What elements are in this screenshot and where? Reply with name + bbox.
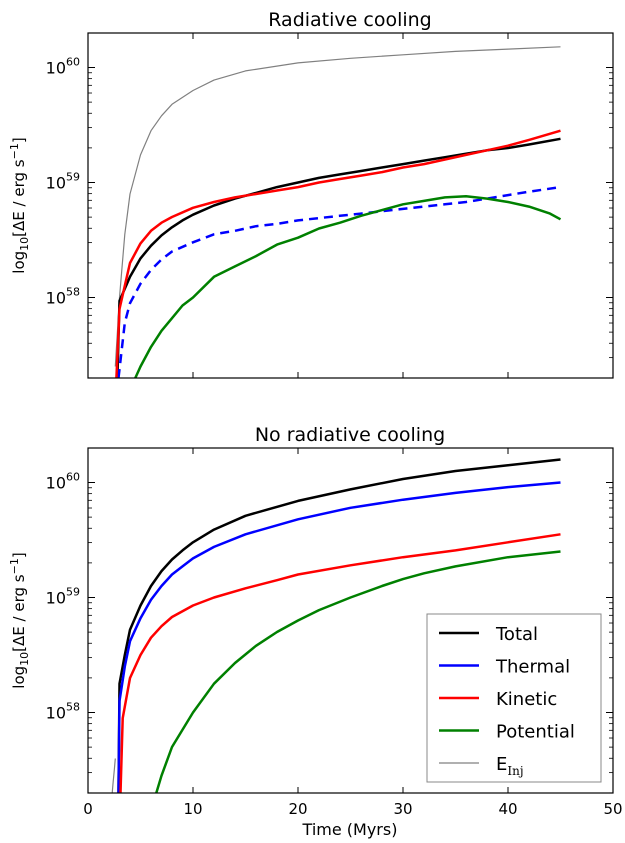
series-line-thermal [117, 481, 561, 793]
x-tick-label: 40 [498, 800, 517, 818]
series-line-einj [111, 758, 116, 793]
bottom-panel-ylabel: log10[ΔE / erg s−1] [8, 552, 31, 688]
legend-label-kinetic: Kinetic [496, 689, 557, 710]
top-panel-frame [87, 32, 614, 379]
series-line-potential [134, 195, 562, 378]
series-line-einj [114, 46, 561, 367]
x-axis-label: Time (Myrs) [302, 820, 398, 839]
y-tick-label: 1059 [46, 171, 80, 193]
y-tick-label: 1058 [46, 286, 80, 308]
series-line-total [116, 137, 561, 378]
y-tick-label: 1060 [46, 56, 80, 78]
top-panel: Radiative cooling 1058 1059 1060 log10[ΔE … [8, 9, 614, 379]
x-tick-label: 50 [603, 800, 622, 818]
y-tick-label: 1059 [46, 586, 80, 608]
legend-label-total: Total [495, 624, 538, 645]
bottom-panel: No radiative cooling 0 10 20 30 40 50 1058 1059… [8, 424, 623, 839]
legend-label-einj: EInj [496, 754, 524, 778]
y-tick-label: 1060 [46, 471, 80, 493]
legend-label-potential: Potential [496, 722, 575, 743]
legend-label-thermal: Thermal [495, 657, 570, 678]
x-tick-label: 10 [183, 800, 202, 818]
bottom-panel-frame [87, 447, 614, 794]
x-tick-label: 30 [393, 800, 412, 818]
series-line-potential [155, 550, 561, 793]
top-panel-ylabel: log10[ΔE / erg s−1] [8, 137, 31, 273]
series-line-total [117, 458, 561, 793]
x-tick-label: 20 [288, 800, 307, 818]
top-panel-title: Radiative cooling [268, 9, 431, 31]
bottom-panel-title: No radiative cooling [255, 424, 445, 446]
series-line-kinetic [115, 129, 561, 378]
series-line-kinetic [119, 533, 561, 793]
y-tick-label: 1058 [46, 701, 80, 723]
legend: Total Thermal Kinetic Potential EInj [426, 613, 602, 783]
series-line-thermal [117, 185, 561, 378]
x-tick-label: 0 [83, 800, 93, 818]
